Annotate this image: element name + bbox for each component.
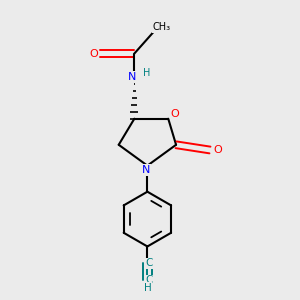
Text: C: C (145, 258, 152, 268)
Text: N: N (128, 72, 136, 82)
Text: H: H (143, 283, 151, 293)
Text: C: C (145, 275, 152, 285)
Text: CH₃: CH₃ (153, 22, 171, 32)
Text: H: H (143, 68, 151, 78)
Text: O: O (90, 49, 98, 58)
Text: O: O (170, 109, 179, 119)
Text: O: O (213, 145, 222, 155)
Text: N: N (142, 165, 150, 175)
